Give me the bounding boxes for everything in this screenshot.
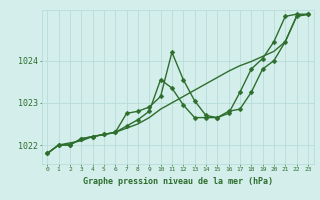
X-axis label: Graphe pression niveau de la mer (hPa): Graphe pression niveau de la mer (hPa) bbox=[83, 177, 273, 186]
